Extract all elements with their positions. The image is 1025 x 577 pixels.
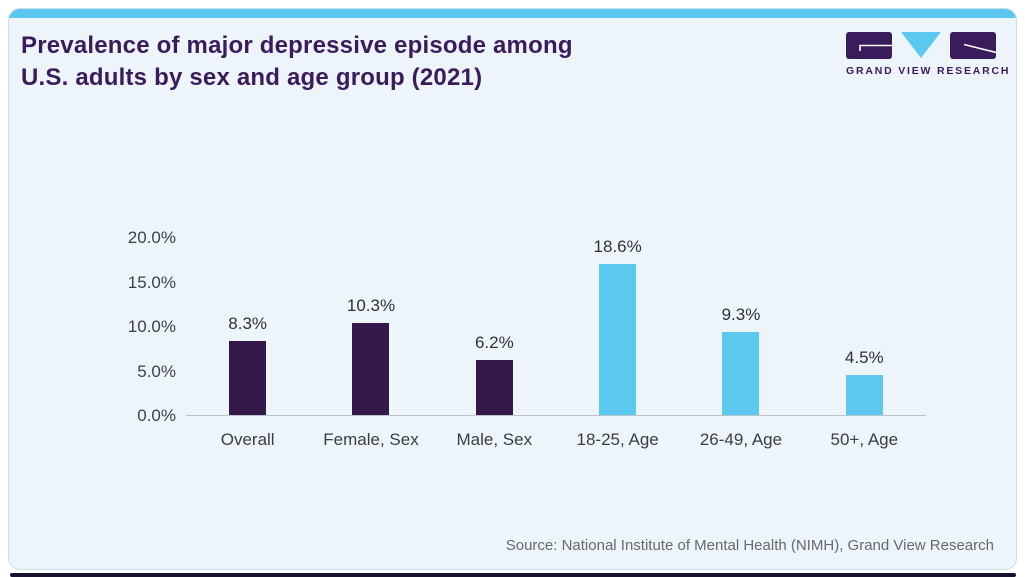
gvr-logo-v-icon [901,32,941,58]
bar-column: 4.5% [803,237,926,415]
page-title: Prevalence of major depressive episode a… [21,30,573,94]
bar-value-label: 8.3% [228,314,268,334]
bar [475,359,513,415]
bar-column: 10.3% [309,237,432,415]
bar-column: 8.3% [186,237,309,415]
y-tick-label: 10.0% [127,317,176,336]
gvr-logo-r-icon [950,32,996,59]
y-tick-label: 15.0% [127,272,176,292]
x-tick-label: 26-49, Age [699,430,783,449]
bar [845,374,883,415]
chart-card: Prevalence of major depressive episode a… [8,8,1017,570]
page-title-line-1: Prevalence of major depressive episode a… [21,32,573,59]
brand-logo: GRAND VIEW RESEARCH [846,31,1011,77]
y-tick-label: 0.0% [137,406,176,425]
bar [352,323,390,415]
bar [229,341,267,415]
x-tick-label: 50+, Age [830,430,899,449]
x-tick-label: Male, Sex [456,430,533,449]
bar-value-label: 4.5% [844,347,884,367]
x-tick-label: 18-25, Age [576,430,659,449]
bar-column: 6.2% [433,237,556,415]
card-top-accent-bar [9,9,1016,18]
x-tick-label: Overall [220,430,275,449]
plot-area: 8.3% 10.3% 6.2% 18.6% 9.3% 4.5% [186,237,926,416]
x-tick-label: Female, Sex [323,430,419,449]
bar [722,332,760,415]
bar-value-label: 18.6% [593,237,642,256]
gvr-logo-icon [846,32,996,59]
bar-value-label: 6.2% [474,332,514,352]
bar-value-label: 10.3% [346,296,396,316]
source-note: Source: National Institute of Mental Hea… [505,537,994,554]
y-tick-label: 5.0% [137,361,176,381]
page-title-line-2: U.S. adults by sex and age group (2021) [21,64,483,91]
brand-name: GRAND VIEW RESEARCH [846,65,1011,77]
bar-value-label: 9.3% [721,305,761,325]
bar [599,264,637,415]
y-axis: 20.0% 15.0% 10.0% 5.0% 0.0% [9,228,176,425]
bar-column: 9.3% [679,237,802,415]
bar-column: 18.6% [556,237,679,415]
x-axis-labels: Overall Female, Sex Male, Sex 18-25, Age 26-… [186,430,926,450]
y-tick-label: 20.0% [127,228,176,247]
page-bottom-border [10,573,1016,577]
